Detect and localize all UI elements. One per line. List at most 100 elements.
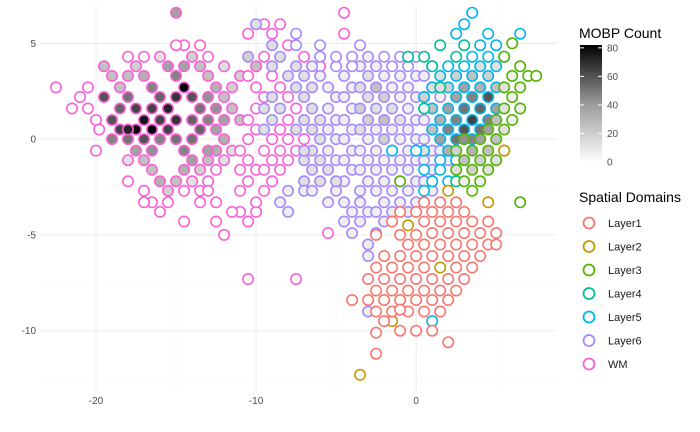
spot-point bbox=[282, 133, 295, 146]
spot-point bbox=[434, 81, 447, 94]
spot-point bbox=[234, 163, 247, 176]
spot-point bbox=[450, 144, 463, 157]
spot-point bbox=[426, 293, 439, 306]
spot-point bbox=[490, 154, 503, 167]
spot-point bbox=[514, 102, 527, 115]
spot-point bbox=[394, 175, 407, 188]
spot-point bbox=[290, 27, 303, 40]
spot-point bbox=[330, 175, 343, 188]
spot-point bbox=[338, 133, 351, 146]
spot-point bbox=[154, 114, 167, 127]
spot-point bbox=[378, 91, 391, 104]
spot-point bbox=[530, 69, 543, 82]
spot-point bbox=[370, 326, 383, 339]
spot-point bbox=[450, 215, 463, 228]
colorbar-label: 20 bbox=[607, 129, 619, 140]
spot-point bbox=[442, 60, 455, 73]
spot-point bbox=[514, 60, 527, 73]
spot-point bbox=[370, 60, 383, 73]
spot-point bbox=[290, 102, 303, 115]
spot-point bbox=[506, 91, 519, 104]
legend-label-layer6: Layer6 bbox=[608, 336, 642, 348]
spot-point bbox=[378, 50, 391, 63]
spot-point bbox=[186, 133, 199, 146]
spot-point bbox=[442, 102, 455, 115]
spot-point bbox=[402, 184, 415, 197]
spot-point bbox=[362, 154, 375, 167]
spot-point bbox=[114, 102, 127, 115]
spot-point bbox=[93, 123, 106, 136]
spot-point bbox=[202, 144, 215, 157]
color-legend-title: Spatial Domains bbox=[579, 189, 681, 205]
spot-point bbox=[466, 215, 479, 228]
spot-point bbox=[314, 114, 327, 127]
spot-point bbox=[490, 60, 503, 73]
spot-point bbox=[234, 144, 247, 157]
spot-point bbox=[258, 123, 271, 136]
spot-point bbox=[322, 163, 335, 176]
spot-point bbox=[378, 154, 391, 167]
spot-point bbox=[466, 50, 479, 63]
spot-point bbox=[258, 184, 271, 197]
spot-point bbox=[386, 81, 399, 94]
legend-key-layer5 bbox=[582, 310, 596, 324]
spot-point bbox=[186, 154, 199, 167]
spot-point bbox=[290, 123, 303, 136]
spot-point bbox=[170, 39, 183, 52]
spot-point bbox=[386, 284, 399, 297]
spot-point bbox=[442, 336, 455, 349]
spot-point bbox=[282, 69, 295, 82]
spot-point bbox=[482, 123, 495, 136]
spot-point bbox=[162, 196, 175, 209]
spot-point bbox=[450, 238, 463, 251]
spot-point bbox=[298, 69, 311, 82]
spot-point bbox=[74, 91, 87, 104]
spot-point bbox=[250, 60, 263, 73]
spot-point bbox=[458, 250, 471, 263]
spot-point bbox=[290, 39, 303, 52]
x-tick-label: 0 bbox=[413, 396, 419, 407]
spot-point bbox=[194, 102, 207, 115]
spot-point bbox=[370, 228, 383, 241]
spot-point bbox=[162, 102, 175, 115]
spot-point bbox=[138, 184, 151, 197]
spot-point bbox=[266, 154, 279, 167]
spot-point bbox=[130, 102, 143, 115]
spot-point bbox=[362, 272, 375, 285]
spot-point bbox=[194, 163, 207, 176]
spot-point bbox=[402, 284, 415, 297]
spot-point bbox=[258, 163, 271, 176]
spot-point bbox=[178, 215, 191, 228]
spot-point bbox=[378, 133, 391, 146]
colorbar-label: 0 bbox=[607, 158, 613, 169]
spot-point bbox=[274, 123, 287, 136]
spot-point bbox=[122, 69, 135, 82]
spot-point bbox=[450, 91, 463, 104]
spot-point bbox=[378, 69, 391, 82]
spot-point bbox=[298, 91, 311, 104]
spot-point bbox=[378, 175, 391, 188]
spot-point bbox=[202, 91, 215, 104]
spot-point bbox=[394, 91, 407, 104]
spot-point bbox=[146, 81, 159, 94]
legend-key-wm bbox=[582, 357, 596, 371]
spot-point bbox=[434, 261, 447, 274]
spot-point bbox=[426, 227, 439, 240]
spot-point bbox=[370, 81, 383, 94]
spot-point bbox=[370, 123, 383, 136]
spot-point bbox=[106, 133, 119, 146]
fill-legend-title: MOBP Count bbox=[579, 25, 661, 41]
spot-point bbox=[338, 114, 351, 127]
spot-point bbox=[170, 133, 183, 146]
spot-point bbox=[354, 39, 367, 52]
spot-point bbox=[378, 272, 391, 285]
spot-point bbox=[418, 184, 431, 197]
spot-point bbox=[418, 69, 431, 82]
spot-point bbox=[514, 27, 527, 40]
spot-point bbox=[338, 196, 351, 209]
spot-point bbox=[186, 91, 199, 104]
spot-point bbox=[210, 81, 223, 94]
spot-point bbox=[434, 39, 447, 52]
spot-point bbox=[322, 123, 335, 136]
